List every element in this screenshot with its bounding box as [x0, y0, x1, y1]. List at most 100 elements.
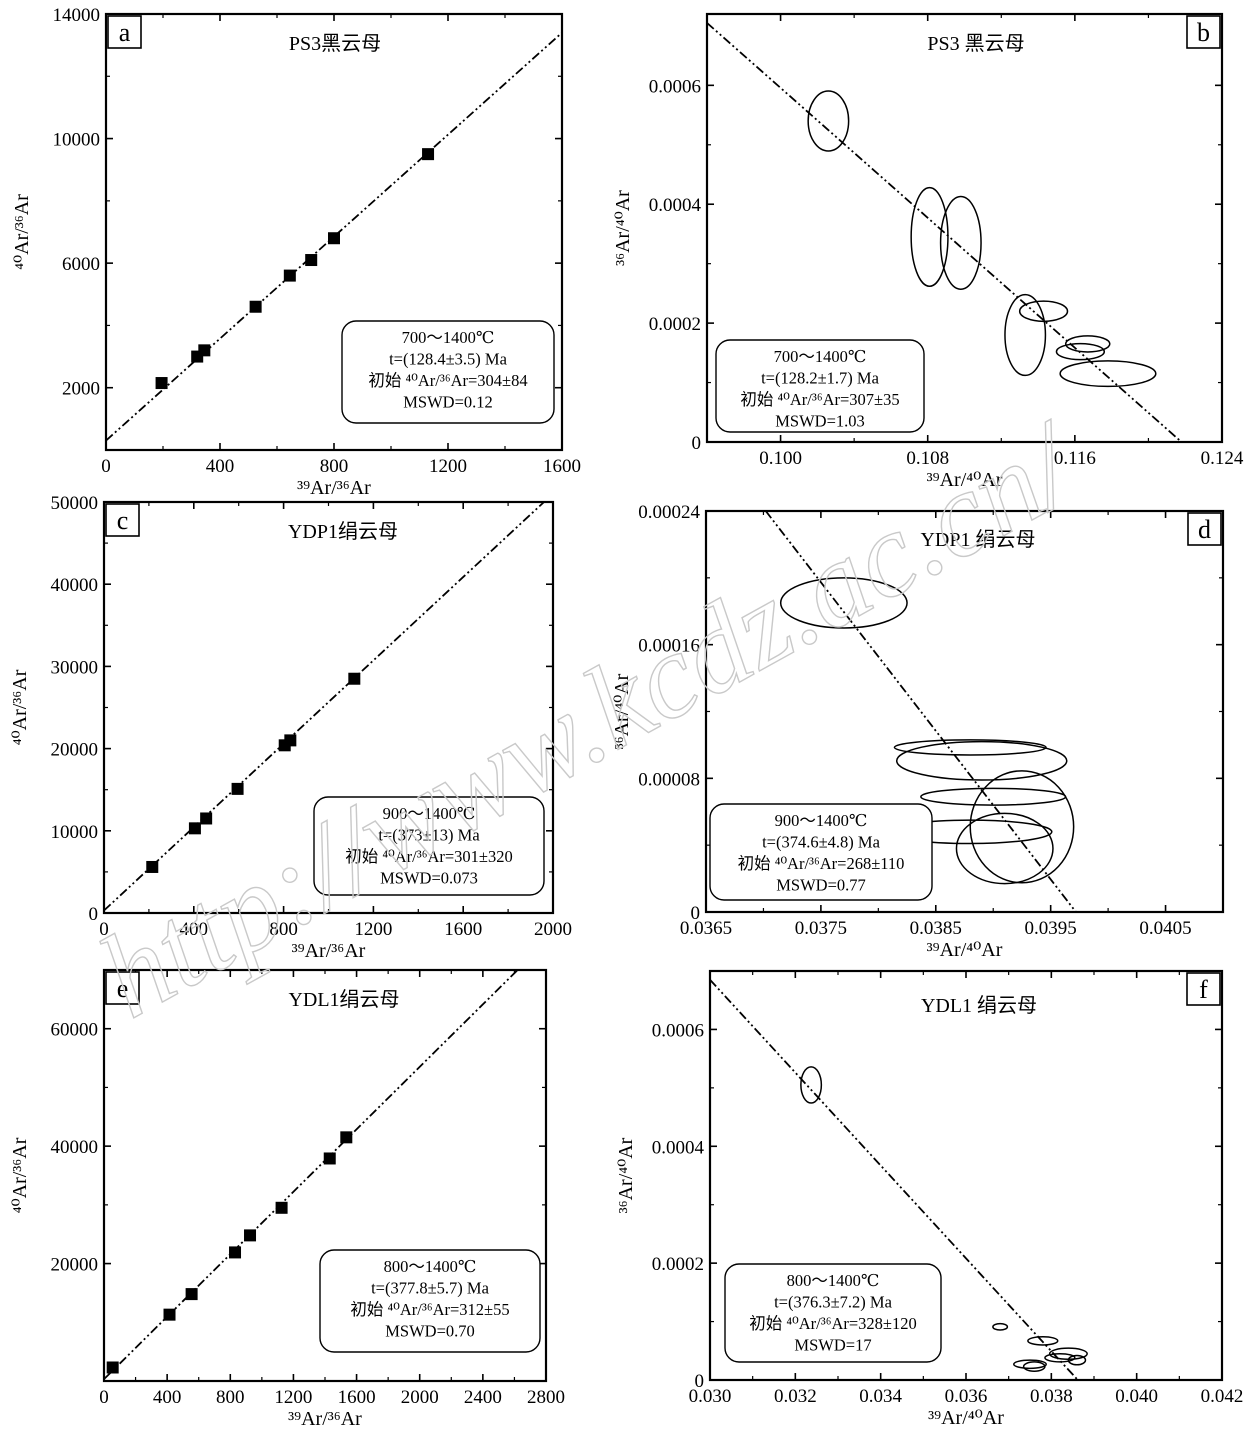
- chart-title: YDP1绢云母: [288, 520, 398, 543]
- error-ellipse: [1018, 300, 1069, 323]
- y-tick-label: 30000: [51, 657, 99, 678]
- error-ellipse: [800, 1066, 823, 1104]
- annotation-line: 900～1400℃: [383, 804, 476, 823]
- y-axis-label: ⁴⁰Ar/³⁶Ar: [9, 669, 31, 745]
- panel-d: 0.0365 0.0375 0.0385 0.0395 0.0405 0 0.00008 0.…: [611, 502, 1225, 961]
- panel-letter: e: [117, 974, 129, 1003]
- y-tick-label: 0: [691, 903, 701, 924]
- panel-b: 0.100 0.108 0.116 0.124 0 0.0002 0.0004 0.0006 ³…: [612, 12, 1244, 491]
- y-tick-label: 0.0002: [649, 314, 701, 335]
- chart-title: YDP1 绢云母: [920, 528, 1035, 551]
- y-axis-label: ⁴⁰Ar/³⁶Ar: [9, 1137, 31, 1213]
- annotation-line: t=(377.8±5.7) Ma: [371, 1279, 489, 1298]
- x-tick-label: 0.0375: [795, 918, 847, 939]
- data-point: [200, 812, 213, 825]
- y-tick-label: 0.00016: [638, 636, 700, 657]
- annotation-box: [313, 796, 545, 896]
- error-ellipse: [1022, 1361, 1046, 1372]
- error-ellipse: [955, 812, 1054, 885]
- data-point: [305, 254, 318, 267]
- data-point: [198, 344, 211, 357]
- error-ellipse: [1044, 1352, 1076, 1363]
- x-axis-label: ³⁹Ar/³⁶Ar: [288, 1408, 362, 1430]
- x-tick-label: 0.124: [1201, 448, 1244, 469]
- panel-f: 0.030 0.032 0.034 0.036 0.038 0.040 0.042 0 0.00…: [615, 969, 1244, 1429]
- x-axis-label: ³⁹Ar/³⁶Ar: [292, 940, 366, 962]
- x-tick-label: 0.0385: [910, 918, 962, 939]
- isochron-fit-line: [106, 32, 562, 442]
- y-tick-label: 2000: [62, 379, 100, 400]
- x-tick-label: 400: [206, 456, 235, 477]
- x-tick-label: 400: [153, 1387, 182, 1408]
- x-tick-label: 0.030: [689, 1386, 732, 1407]
- panel-letter-box: [105, 971, 140, 1005]
- panel-e: 0 400 800 1200 1600 2000 2400 2800 20000 40000 600…: [9, 968, 565, 1430]
- data-point: [155, 377, 168, 390]
- y-axis-label: ³⁶Ar/⁴⁰Ar: [615, 1137, 637, 1213]
- annotation-line: 700～1400℃: [774, 347, 867, 366]
- annotation-line: t=(128.2±1.7) Ma: [761, 369, 879, 388]
- isochron-fit-line: [707, 22, 1183, 442]
- x-tick-label: 800: [320, 456, 349, 477]
- annotation-line: MSWD=0.77: [776, 876, 866, 895]
- x-tick-label: 1600: [444, 919, 482, 940]
- data-point: [231, 782, 244, 795]
- y-tick-label: 10000: [53, 130, 101, 151]
- y-tick-label: 40000: [51, 1137, 99, 1158]
- data-point: [163, 1308, 176, 1321]
- chart-title: YDL1绢云母: [288, 988, 399, 1011]
- x-axis-label: ³⁹Ar/⁴⁰Ar: [927, 939, 1003, 961]
- panel-letter-box: [1186, 972, 1221, 1006]
- annotation-line: 初始 ⁴⁰Ar/³⁶Ar=307±35: [740, 390, 899, 409]
- y-tick-label: 0.0004: [649, 195, 702, 216]
- chart-title: PS3 黑云母: [927, 33, 1024, 55]
- y-tick-label: 50000: [51, 493, 99, 514]
- x-tick-label: 1200: [429, 456, 467, 477]
- data-point: [188, 822, 201, 835]
- data-point: [106, 1361, 119, 1374]
- panel-letter: a: [119, 18, 131, 47]
- x-tick-label: 1600: [543, 456, 581, 477]
- data-point: [146, 860, 159, 873]
- error-ellipse: [1027, 1336, 1059, 1346]
- y-tick-label: 0.0002: [652, 1254, 704, 1275]
- x-tick-label: 0.0395: [1025, 918, 1077, 939]
- isochron-fit-line: [710, 979, 1079, 1380]
- error-ellipse: [1067, 1354, 1087, 1366]
- y-tick-label: 6000: [62, 254, 100, 275]
- x-tick-label: 0.042: [1201, 1386, 1244, 1407]
- x-tick-label: 1200: [354, 919, 392, 940]
- x-tick-label: 0.040: [1115, 1386, 1158, 1407]
- annotation-line: t=(376.3±7.2) Ma: [774, 1293, 892, 1312]
- error-ellipse: [1004, 293, 1047, 377]
- x-tick-label: 2400: [464, 1387, 502, 1408]
- error-ellipse: [807, 90, 850, 152]
- annotation-line: t=(373±13) Ma: [378, 826, 480, 845]
- annotation-line: t=(374.6±4.8) Ma: [762, 833, 880, 852]
- annotation-line: 800～1400℃: [787, 1271, 880, 1290]
- annotation-line: MSWD=0.12: [403, 393, 493, 412]
- data-point: [348, 672, 361, 685]
- data-point: [340, 1131, 353, 1144]
- x-tick-label: 0.038: [1030, 1386, 1073, 1407]
- annotation-line: MSWD=0.70: [385, 1322, 475, 1341]
- panel-letter-box: [105, 503, 140, 537]
- annotation-line: MSWD=17: [794, 1336, 871, 1355]
- y-tick-label: 0.0006: [652, 1020, 704, 1041]
- y-tick-label: 0: [89, 904, 99, 925]
- panel-a: 0 400 800 1200 1600 2000 6000 10000 14000 ³⁹Ar/³⁶…: [11, 5, 581, 499]
- annotation-line: 初始 ⁴⁰Ar/³⁶Ar=312±55: [350, 1300, 509, 1319]
- x-tick-label: 0.0405: [1139, 918, 1191, 939]
- annotation-line: 700～1400℃: [402, 328, 495, 347]
- data-point: [422, 148, 435, 161]
- x-tick-label: 0.0365: [680, 918, 732, 939]
- isochron-fit-line: [765, 511, 1077, 912]
- x-axis-label: ³⁹Ar/⁴⁰Ar: [927, 469, 1003, 491]
- error-ellipse: [779, 577, 908, 629]
- panel-letter: d: [1198, 515, 1211, 544]
- y-tick-label: 0.00008: [638, 769, 700, 790]
- x-tick-label: 800: [216, 1387, 245, 1408]
- x-tick-label: 400: [180, 919, 209, 940]
- data-point: [284, 734, 297, 747]
